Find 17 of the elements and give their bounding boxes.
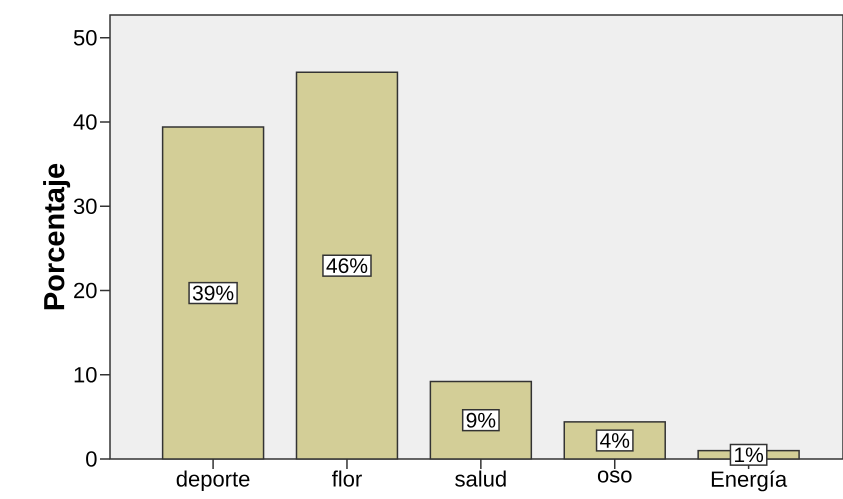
data-label: 46% — [326, 258, 368, 274]
x-tick-label: salud — [455, 470, 506, 487]
x-tick-label: Energía — [712, 470, 788, 492]
data-label: 4% — [600, 433, 630, 448]
y-axis-title: Porcentaje — [43, 164, 70, 310]
data-label: 9% — [466, 412, 496, 428]
y-tick-label: 40 — [74, 114, 97, 130]
x-tick-label: oso — [598, 470, 632, 483]
y-tick-label: 20 — [74, 282, 97, 298]
y-tick-label: 0 — [86, 451, 97, 467]
y-tick-label: 50 — [74, 30, 97, 46]
data-label: 39% — [192, 286, 234, 300]
data-label: 1% — [735, 447, 764, 462]
y-tick-label: 10 — [74, 366, 97, 383]
x-tick-label: deporte — [176, 470, 250, 492]
y-tick-label: 30 — [74, 198, 97, 214]
x-tick-label: flor — [332, 470, 362, 487]
